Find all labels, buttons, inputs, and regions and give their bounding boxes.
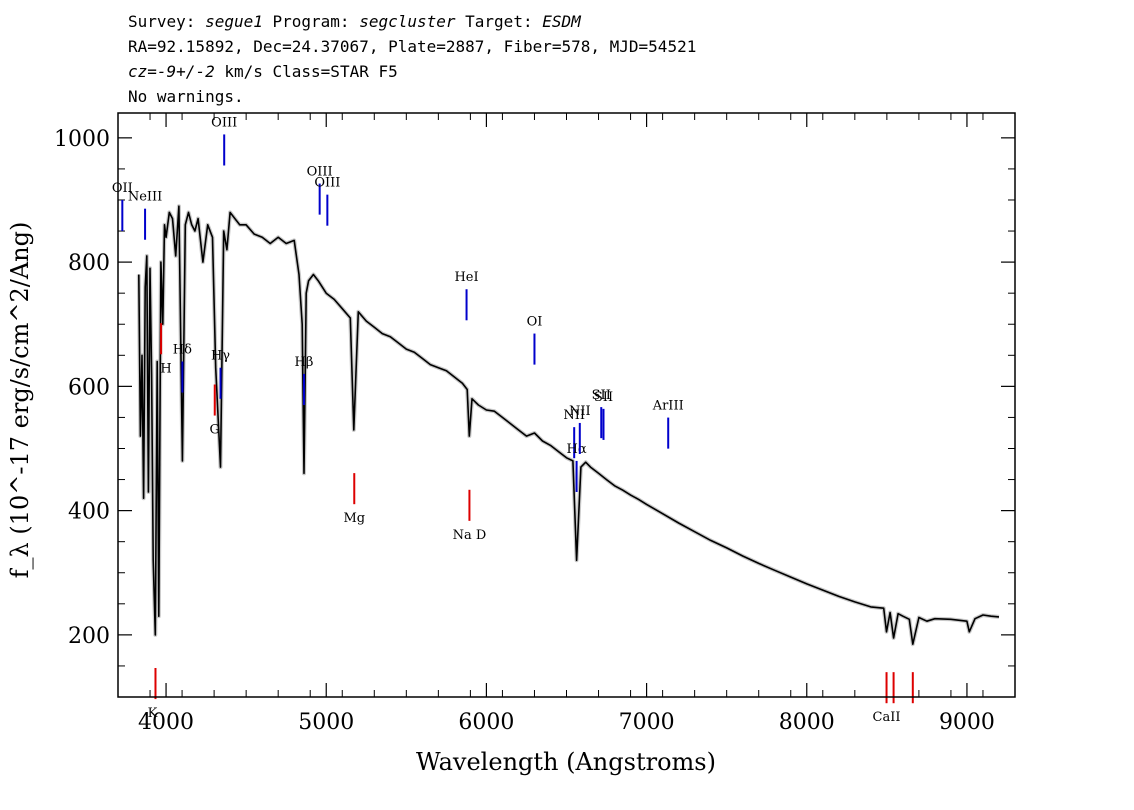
x-tick-label: 4000 bbox=[138, 710, 194, 735]
emission-line-label: SII bbox=[592, 388, 611, 403]
header-line-3: cz=-9+/-2 km/s Class=STAR F5 bbox=[128, 62, 398, 81]
absorption-line-label: Mg bbox=[343, 511, 365, 526]
emission-line-label: HeI bbox=[454, 270, 478, 285]
absorption-line-label: CaII bbox=[873, 710, 901, 725]
emission-line-label: OI bbox=[527, 315, 543, 330]
y-tick-label: 200 bbox=[68, 624, 110, 649]
emission-line-label: Hδ bbox=[173, 343, 192, 358]
emission-line-label: NII bbox=[569, 404, 591, 419]
spectrum-series bbox=[136, 204, 1000, 647]
class-value: Class=STAR F5 bbox=[262, 62, 398, 81]
target-label: Target: bbox=[455, 12, 543, 31]
emission-line-label: Hβ bbox=[295, 355, 314, 370]
emission-line-label: OII bbox=[112, 181, 133, 196]
header-line-2: RA=92.15892, Dec=24.37067, Plate=2887, F… bbox=[128, 37, 697, 56]
emission-line-label: SII bbox=[594, 390, 613, 405]
spectrum-line bbox=[138, 205, 1000, 645]
absorption-line-label: G bbox=[210, 423, 220, 438]
x-tick-label: 5000 bbox=[298, 710, 354, 735]
cz-value: -9+/-2 bbox=[156, 62, 215, 81]
program-value: segcluster bbox=[359, 12, 456, 31]
axis-ticks: 4000 5000 6000 7000 8000 9000 200 400 600 800 1000 bbox=[54, 113, 1016, 735]
y-tick-label: 400 bbox=[68, 500, 110, 525]
y-tick-label: 800 bbox=[68, 251, 110, 276]
emission-line-label: Hγ bbox=[211, 349, 230, 364]
emission-line-label: Hα bbox=[567, 442, 587, 457]
y-tick-label: 1000 bbox=[54, 127, 110, 152]
emission-line-label: OIII bbox=[211, 115, 237, 130]
emission-line-label: OIII bbox=[307, 165, 333, 180]
absorption-line-label: Na D bbox=[453, 528, 487, 543]
x-tick-label: 7000 bbox=[619, 710, 675, 735]
program-label: Program: bbox=[262, 12, 360, 31]
emission-line-label: ArIII bbox=[652, 399, 684, 414]
x-tick-label: 6000 bbox=[458, 710, 514, 735]
emission-line-label: NeIII bbox=[128, 190, 162, 205]
x-axis-label: Wavelength (Angstroms) bbox=[416, 748, 716, 776]
y-axis-label: f_λ (10^-17 erg/s/cm^2/Ang) bbox=[6, 222, 34, 579]
spectrum-error-band bbox=[136, 204, 1000, 647]
x-tick-label: 9000 bbox=[939, 710, 995, 735]
plot-frame bbox=[117, 112, 1016, 698]
header-line-1: Survey: segue1 Program: segcluster Targe… bbox=[128, 12, 581, 31]
cz-unit: km/s bbox=[214, 62, 263, 81]
y-tick-label: 600 bbox=[68, 375, 110, 400]
absorption-line-label: H bbox=[160, 361, 171, 376]
x-tick-label: 8000 bbox=[779, 710, 835, 735]
header-line-4: No warnings. bbox=[128, 87, 244, 106]
emission-line-label: OIII bbox=[314, 176, 340, 191]
cz-label: cz= bbox=[128, 62, 157, 81]
emission-line-label: NII bbox=[563, 408, 585, 423]
survey-label: Survey: bbox=[128, 12, 206, 31]
survey-value: segue1 bbox=[205, 12, 263, 31]
absorption-line-label: K bbox=[148, 706, 158, 721]
target-value: ESDM bbox=[542, 12, 581, 31]
